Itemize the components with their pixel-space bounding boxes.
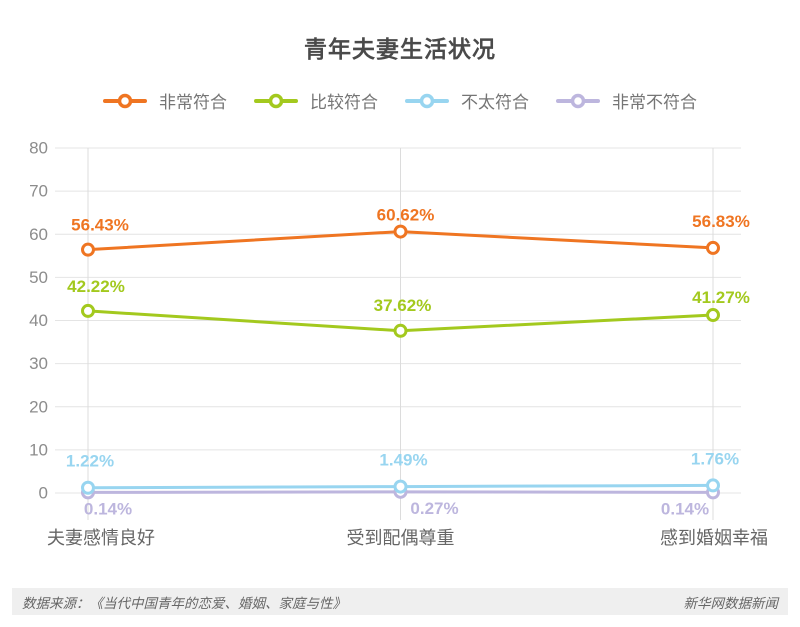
- data-label: 42.22%: [67, 277, 125, 296]
- data-label: 1.76%: [691, 449, 739, 468]
- legend-item-label: 非常符合: [159, 93, 227, 112]
- data-point[interactable]: [81, 303, 95, 318]
- data-label: 1.49%: [379, 451, 427, 470]
- y-axis-tick-label: 40: [29, 311, 48, 330]
- legend-marker-icon: [254, 93, 298, 108]
- data-label: 0.14%: [661, 499, 709, 518]
- data-label: 56.83%: [692, 212, 750, 231]
- y-axis-tick-label: 20: [29, 397, 48, 416]
- data-point[interactable]: [706, 240, 720, 255]
- legend-item-label: 非常不符合: [612, 93, 697, 112]
- x-axis-category-label: 夫妻感情良好: [47, 528, 155, 548]
- data-point[interactable]: [81, 242, 95, 257]
- line-chart: 0 10 20 30 40 50 60 70 80 夫妻感情良好 受到配偶尊重 感到婚姻幸福 0.14%…: [29, 139, 768, 549]
- data-point[interactable]: [706, 478, 720, 493]
- data-label: 1.22%: [66, 452, 114, 471]
- y-axis-tick-label: 70: [29, 182, 48, 201]
- legend-item-2[interactable]: 不太符合: [405, 88, 529, 113]
- y-axis-tick-label: 50: [29, 268, 48, 287]
- data-source-text: 数据来源：《当代中国青年的恋爱、婚姻、家庭与性》: [22, 595, 346, 611]
- footer-bar: 数据来源：《当代中国青年的恋爱、婚姻、家庭与性》 新华网数据新闻: [12, 588, 788, 615]
- legend-item-label: 比较符合: [310, 93, 378, 112]
- legend-marker-icon: [103, 93, 147, 108]
- y-axis-tick-label: 80: [29, 139, 48, 158]
- y-axis-tick-label: 60: [29, 225, 48, 244]
- data-label: 37.62%: [374, 296, 432, 315]
- data-point[interactable]: [81, 480, 95, 495]
- data-point[interactable]: [393, 323, 408, 338]
- data-point[interactable]: [706, 308, 720, 323]
- legend-marker-icon: [556, 93, 600, 108]
- legend-item-1[interactable]: 比较符合: [254, 88, 378, 113]
- y-axis-tick-label: 0: [39, 484, 48, 503]
- data-point[interactable]: [393, 224, 408, 239]
- legend-item-0[interactable]: 非常符合: [103, 88, 227, 113]
- y-axis-tick-label: 10: [29, 440, 48, 459]
- data-label: 0.27%: [410, 499, 458, 518]
- legend-item-3[interactable]: 非常不符合: [556, 88, 697, 113]
- x-axis-category-label: 感到婚姻幸福: [660, 528, 768, 548]
- data-label: 0.14%: [84, 499, 132, 518]
- x-axis-category-label: 受到配偶尊重: [347, 528, 455, 548]
- data-label: 41.27%: [692, 288, 750, 307]
- legend-marker-icon: [405, 93, 449, 108]
- legend-item-label: 不太符合: [461, 93, 529, 112]
- legend: 非常符合 比较符合 不太符合 非常不符合: [0, 88, 800, 113]
- chart-title: 青年夫妻生活状况: [304, 36, 496, 62]
- data-point[interactable]: [393, 479, 408, 494]
- credit-text: 新华网数据新闻: [683, 595, 779, 611]
- data-label: 56.43%: [71, 216, 129, 235]
- y-axis-tick-label: 30: [29, 354, 48, 373]
- data-label: 60.62%: [377, 206, 435, 225]
